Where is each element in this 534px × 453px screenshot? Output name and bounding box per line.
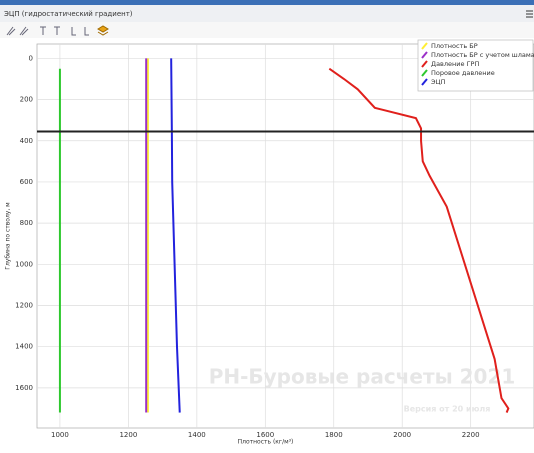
y-tick-label: 600 (20, 178, 33, 186)
plot-area (36, 43, 534, 429)
x-tick-label: 1200 (119, 431, 137, 439)
legend-swatch (421, 51, 428, 59)
watermark: РН-Буровые расчеты 2021 (209, 365, 516, 389)
x-axis-label: Плотность (кг/м³) (238, 439, 294, 446)
y-axis-label: Глубина по стволу, м (5, 202, 12, 269)
x-tick-label: 1400 (188, 431, 206, 439)
series-line (328, 67, 510, 413)
x-tick-label: 2000 (393, 431, 411, 439)
menu-icon[interactable] (526, 10, 533, 18)
x-tick-label: 1000 (51, 431, 69, 439)
legend-swatch (421, 60, 428, 68)
legend-box (417, 39, 534, 92)
series-line (170, 58, 181, 413)
toolbar-icons[interactable] (6, 25, 109, 36)
legend-swatch (421, 78, 428, 86)
version-text: Версия от 20 июля (404, 405, 491, 414)
legend-label: ЭЦП (431, 78, 446, 86)
x-tick-label: 1800 (325, 431, 343, 439)
legend-swatch (421, 42, 428, 50)
y-tick-label: 0 (29, 54, 33, 62)
y-tick-label: 400 (20, 137, 33, 145)
legend-label: Плотность БР (431, 42, 478, 50)
toolbar (0, 22, 534, 38)
y-tick-label: 1200 (15, 301, 33, 309)
legend-label: Поровое давление (431, 69, 495, 77)
y-tick-label: 200 (20, 96, 33, 104)
y-tick-label: 1000 (15, 260, 33, 268)
legend-swatch (421, 69, 428, 77)
y-tick-label: 1400 (15, 343, 33, 351)
x-tick-label: 2200 (462, 431, 480, 439)
y-tick-label: 1600 (15, 384, 33, 392)
legend-label: Давление ГРП (431, 60, 479, 68)
x-tick-label: 1600 (256, 431, 274, 439)
window-title: ЭЦП (гидростатический градиент) (4, 10, 133, 18)
title-bar (0, 5, 534, 22)
y-tick-label: 800 (20, 219, 33, 227)
legend-label: Плотность БР с учетом шлама (431, 51, 534, 59)
top-strip (0, 0, 534, 5)
